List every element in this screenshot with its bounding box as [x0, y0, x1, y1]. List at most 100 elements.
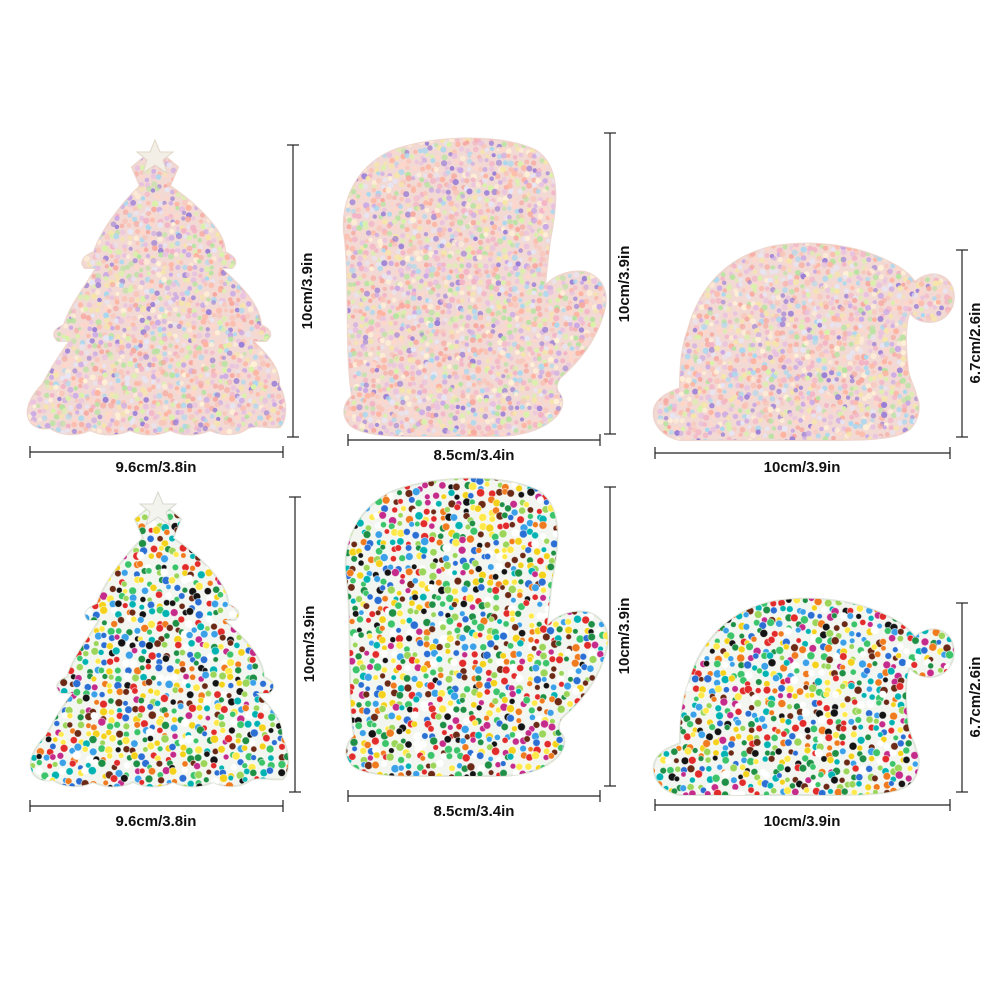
bead	[281, 221, 286, 228]
bead	[425, 164, 432, 170]
bead	[589, 154, 595, 160]
bead	[568, 356, 575, 363]
bead	[518, 152, 524, 158]
bead	[448, 412, 454, 418]
bead	[156, 261, 162, 267]
bead	[716, 246, 722, 251]
bead	[182, 188, 188, 194]
bead	[387, 255, 392, 260]
bead	[32, 218, 38, 224]
bead	[865, 280, 872, 287]
bead	[72, 264, 78, 270]
bead	[521, 352, 526, 357]
bead	[421, 418, 428, 426]
bead	[27, 237, 30, 244]
bead	[211, 238, 217, 243]
bead	[416, 225, 423, 232]
bead	[470, 420, 477, 426]
bead	[132, 357, 138, 363]
bead	[124, 162, 131, 170]
bead	[351, 395, 356, 400]
bead	[225, 158, 230, 163]
bead	[433, 250, 439, 255]
bead	[269, 207, 274, 212]
bead	[348, 362, 354, 369]
bead	[36, 237, 43, 243]
bead	[873, 248, 878, 254]
bead	[386, 270, 392, 275]
bead	[271, 261, 278, 268]
bead	[887, 268, 893, 275]
bead	[738, 272, 743, 277]
bead	[278, 324, 284, 330]
bead	[453, 343, 459, 349]
bead	[72, 186, 79, 193]
bead	[702, 262, 707, 268]
bead	[799, 251, 804, 257]
bead	[214, 148, 220, 152]
bead	[228, 240, 235, 247]
bead	[364, 280, 370, 287]
bead	[584, 425, 590, 430]
bead	[181, 372, 187, 378]
bead	[497, 314, 502, 320]
bead	[36, 304, 41, 310]
bead	[526, 138, 533, 140]
bead	[250, 181, 257, 188]
bead	[425, 405, 432, 412]
bead	[501, 141, 507, 147]
bead	[27, 389, 30, 396]
bead	[932, 265, 939, 272]
bead	[275, 139, 279, 143]
bead	[399, 196, 404, 202]
bead	[246, 301, 252, 307]
bead	[110, 363, 116, 369]
bead	[412, 397, 418, 403]
bead	[276, 185, 282, 192]
bead	[27, 185, 30, 191]
bead	[284, 246, 286, 252]
bead	[229, 421, 235, 427]
bead	[279, 168, 284, 174]
bead	[251, 236, 257, 242]
bead	[124, 390, 130, 396]
bead	[440, 231, 446, 237]
bead	[447, 287, 453, 294]
bead	[494, 358, 501, 365]
bead	[747, 280, 752, 285]
bead	[602, 295, 606, 302]
bead	[209, 157, 215, 163]
bead	[475, 181, 482, 188]
bead	[375, 193, 381, 200]
bead	[536, 271, 543, 277]
bead	[442, 388, 449, 395]
bead	[741, 243, 748, 247]
bead	[405, 280, 411, 286]
bead	[452, 217, 458, 223]
bead	[383, 370, 388, 376]
bead	[443, 279, 449, 285]
bead	[53, 283, 60, 290]
bead	[536, 317, 542, 324]
bead	[484, 147, 489, 152]
bead	[488, 140, 494, 146]
bead	[605, 383, 606, 388]
bead	[569, 166, 574, 171]
bead	[53, 217, 60, 223]
bead	[244, 331, 251, 338]
bead	[55, 278, 61, 285]
bead	[107, 270, 114, 276]
bead	[457, 167, 464, 174]
bead	[102, 393, 107, 398]
bead	[675, 243, 680, 247]
bead	[145, 371, 152, 378]
bead	[587, 412, 592, 417]
bead	[167, 350, 172, 356]
bead	[40, 295, 46, 302]
bead	[762, 270, 767, 276]
bead	[452, 415, 459, 422]
bead	[84, 374, 89, 379]
bead	[231, 230, 237, 236]
bead	[877, 264, 884, 271]
bead	[385, 279, 392, 285]
